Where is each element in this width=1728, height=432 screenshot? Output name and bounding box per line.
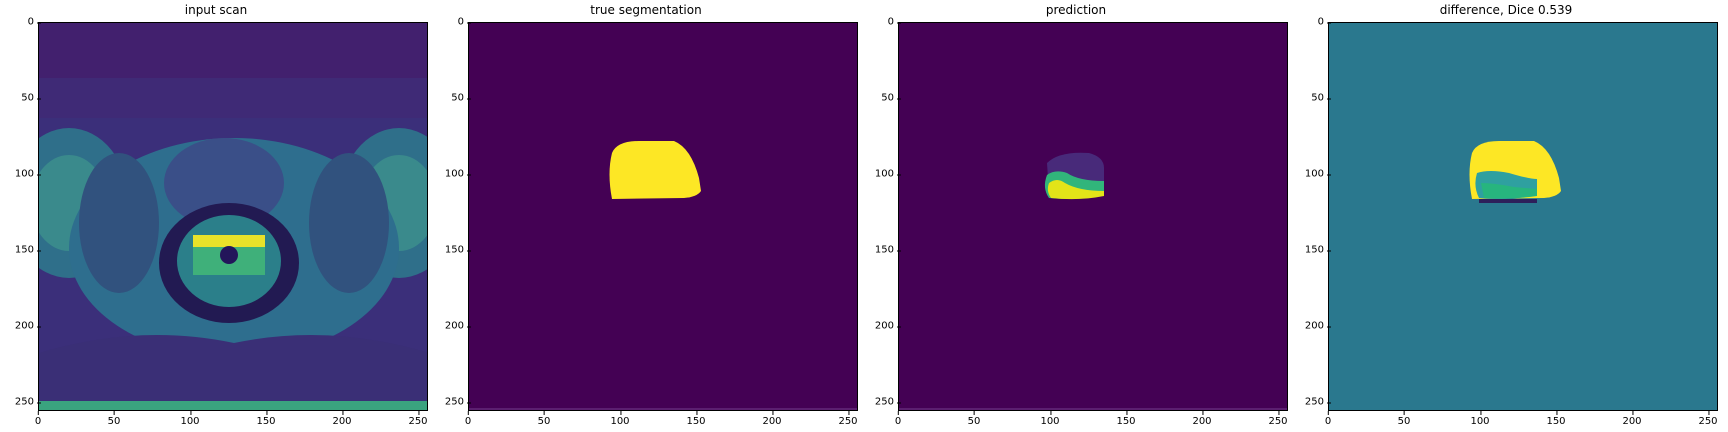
y-tick: 150 xyxy=(874,244,902,256)
y-tick: 100 xyxy=(874,168,902,180)
x-tick: 200 xyxy=(762,411,782,427)
panel-input-scan: input scan 0 50 100 150 200 250 0 50 100 xyxy=(0,0,432,432)
x-tick: 150 xyxy=(686,411,706,427)
y-tick: 150 xyxy=(444,244,472,256)
panel-title: difference, Dice 0.539 xyxy=(1439,3,1573,17)
y-tick: 100 xyxy=(1304,168,1332,180)
x-tick: 150 xyxy=(1546,411,1566,427)
y-tick: 200 xyxy=(1304,320,1332,332)
panel-title: true segmentation xyxy=(590,3,702,17)
y-tick: 50 xyxy=(881,92,901,104)
image-frame xyxy=(38,22,428,411)
y-tick: 250 xyxy=(14,396,42,408)
x-tick: 0 xyxy=(894,411,902,427)
x-tick: 100 xyxy=(1040,411,1060,427)
x-tick: 0 xyxy=(464,411,472,427)
y-tick: 250 xyxy=(444,396,472,408)
x-tick: 200 xyxy=(332,411,352,427)
x-tick: 50 xyxy=(107,411,121,427)
y-tick: 250 xyxy=(874,396,902,408)
y-tick: 150 xyxy=(14,244,42,256)
y-tick: 0 xyxy=(1317,16,1332,28)
panel-prediction: prediction 0 50 100 150 200 250 0 50 100… xyxy=(860,0,1292,432)
y-tick: 50 xyxy=(451,92,471,104)
x-tick: 50 xyxy=(1397,411,1411,427)
x-tick: 150 xyxy=(1116,411,1136,427)
y-tick: 0 xyxy=(457,16,472,28)
y-tick: 50 xyxy=(1311,92,1331,104)
x-tick: 100 xyxy=(1470,411,1490,427)
x-tick: 200 xyxy=(1192,411,1212,427)
x-tick: 250 xyxy=(1698,411,1718,427)
x-tick: 250 xyxy=(838,411,858,427)
x-tick: 0 xyxy=(34,411,42,427)
x-tick: 100 xyxy=(180,411,200,427)
x-tick: 50 xyxy=(537,411,551,427)
difference-map-image xyxy=(1329,23,1717,410)
x-tick: 50 xyxy=(967,411,981,427)
y-tick: 0 xyxy=(27,16,42,28)
panel-true-segmentation: true segmentation 0 50 100 150 200 250 0… xyxy=(430,0,862,432)
x-tick: 150 xyxy=(256,411,276,427)
y-tick: 150 xyxy=(1304,244,1332,256)
x-tick: 250 xyxy=(408,411,428,427)
y-tick: 200 xyxy=(14,320,42,332)
panel-difference: difference, Dice 0.539 0 50 100 150 200 … xyxy=(1290,0,1722,432)
x-tick: 100 xyxy=(610,411,630,427)
x-tick: 0 xyxy=(1324,411,1332,427)
segmentation-mask-image xyxy=(469,23,857,410)
y-tick: 100 xyxy=(14,168,42,180)
y-tick: 50 xyxy=(21,92,41,104)
x-tick: 200 xyxy=(1622,411,1642,427)
x-tick: 250 xyxy=(1268,411,1288,427)
y-tick: 200 xyxy=(444,320,472,332)
prediction-mask-image xyxy=(899,23,1287,410)
image-frame xyxy=(898,22,1288,411)
mri-scan-image xyxy=(39,23,427,410)
y-tick: 0 xyxy=(887,16,902,28)
y-tick: 100 xyxy=(444,168,472,180)
y-tick: 250 xyxy=(1304,396,1332,408)
panel-title: input scan xyxy=(184,3,248,17)
image-frame xyxy=(468,22,858,411)
image-frame xyxy=(1328,22,1718,411)
panel-title: prediction xyxy=(1045,3,1107,17)
y-tick: 200 xyxy=(874,320,902,332)
